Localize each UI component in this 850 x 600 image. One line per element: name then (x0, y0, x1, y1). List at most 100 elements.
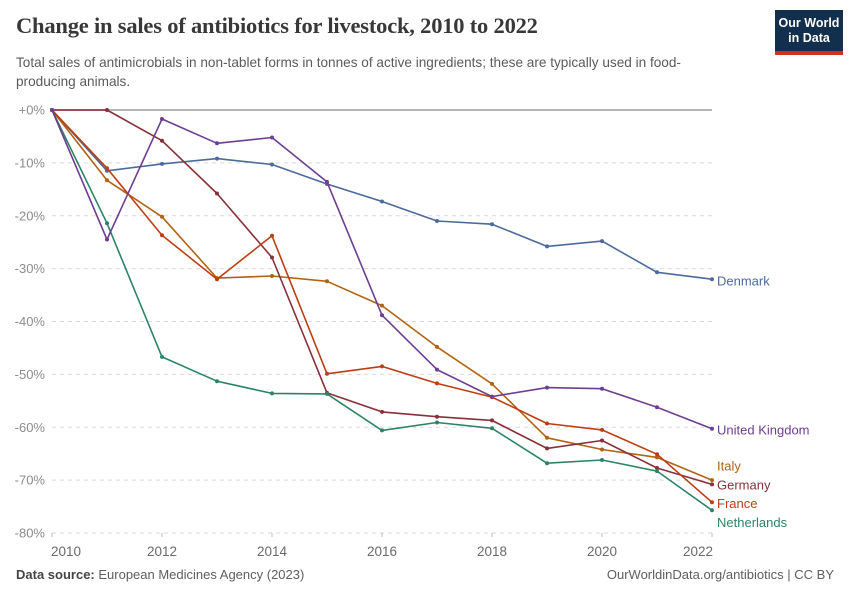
data-point (545, 446, 549, 451)
data-point (105, 178, 109, 183)
x-tick-label: 2010 (51, 544, 81, 559)
series-line-netherlands[interactable] (51, 109, 713, 511)
data-point (600, 386, 604, 391)
data-point (545, 461, 549, 466)
data-point (380, 409, 384, 414)
series-label-denmark[interactable]: Denmark (717, 273, 770, 288)
data-point (215, 191, 219, 196)
series-label-italy[interactable]: Italy (717, 458, 741, 473)
data-point (435, 381, 439, 386)
owid-logo-line1: Our World (778, 16, 840, 30)
series-line-united-kingdom[interactable] (51, 109, 713, 430)
data-point (160, 214, 164, 219)
data-point (600, 458, 604, 462)
y-tick-label: -60% (15, 420, 46, 435)
data-point (655, 452, 659, 457)
data-point (655, 466, 659, 470)
series-label-netherlands[interactable]: Netherlands (717, 515, 788, 530)
data-source-label: Data source: (16, 567, 95, 582)
data-point (270, 391, 274, 396)
data-point (380, 199, 384, 204)
data-point (490, 418, 494, 423)
data-point (435, 219, 439, 223)
x-tick-label: 2016 (367, 544, 397, 559)
series-label-france[interactable]: France (717, 496, 757, 511)
y-tick-label: -10% (15, 155, 46, 170)
series-netherlands[interactable]: Netherlands (50, 108, 788, 530)
data-point (600, 427, 604, 432)
data-point (435, 414, 439, 419)
x-tick-label: 2022 (683, 544, 713, 559)
data-point (325, 179, 329, 184)
y-tick-label: -70% (15, 473, 46, 488)
credit-link[interactable]: OurWorldinData.org/antibiotics | CC BY (606, 567, 834, 582)
data-point (105, 166, 109, 171)
data-point (160, 233, 164, 238)
data-point (710, 478, 714, 483)
data-point (270, 162, 274, 167)
data-point (215, 379, 219, 384)
data-point (50, 108, 54, 112)
data-point (545, 385, 549, 390)
y-tick-label: -30% (15, 261, 46, 276)
data-point (490, 426, 494, 431)
series-italy[interactable]: Italy (50, 108, 741, 483)
data-point (105, 221, 109, 226)
data-point (545, 435, 549, 440)
y-tick-label: -40% (15, 314, 46, 329)
page-title: Change in sales of antibiotics for lives… (16, 13, 538, 38)
data-point (600, 438, 604, 443)
y-tick-label: -50% (15, 367, 46, 382)
data-point (270, 233, 274, 238)
series-denmark[interactable]: Denmark (50, 108, 770, 288)
data-point (270, 135, 274, 140)
data-point (600, 239, 604, 244)
y-tick-label: +0% (19, 103, 46, 118)
data-point (490, 381, 494, 386)
data-point (490, 222, 494, 227)
data-point (655, 469, 659, 474)
owid-logo-line2: in Data (788, 30, 830, 45)
data-point (380, 364, 384, 369)
data-point (545, 421, 549, 426)
data-point (710, 482, 714, 487)
data-point (215, 141, 219, 146)
data-point (215, 156, 219, 161)
data-point (710, 277, 714, 282)
data-point (380, 428, 384, 433)
x-tick-label: 2012 (147, 544, 177, 559)
data-point (105, 108, 109, 112)
series-line-germany[interactable] (52, 109, 713, 486)
x-axis: 2010 2012 2014 2016 2018 2020 2022 (51, 533, 713, 559)
data-source-value: European Medicines Agency (2023) (94, 567, 305, 582)
data-point (600, 447, 604, 452)
y-tick-label: -20% (15, 208, 46, 223)
y-axis: +0% -10% -20% -30% -40% -50% -60% -70% -80% (15, 103, 712, 541)
series-label-germany[interactable]: Germany (717, 477, 771, 492)
data-point (160, 138, 164, 143)
data-point (490, 394, 494, 399)
data-point (270, 274, 274, 278)
series-france[interactable]: France (50, 108, 757, 511)
data-point (710, 508, 714, 513)
data-point (710, 426, 714, 431)
data-point (325, 371, 329, 376)
series-label-united-kingdom[interactable]: United Kingdom (717, 422, 810, 437)
data-point (215, 277, 219, 282)
data-point (380, 313, 384, 318)
data-point (105, 237, 109, 242)
series-united-kingdom[interactable]: United Kingdom (50, 108, 810, 437)
y-tick-label: -80% (15, 526, 46, 541)
owid-logo[interactable]: Our World in Data (775, 10, 843, 55)
series-germany[interactable]: Germany (50, 108, 771, 492)
data-point (160, 354, 164, 359)
data-point (655, 455, 659, 460)
data-point (655, 405, 659, 410)
chart-subtitle: Total sales of antimicrobials in non-tab… (16, 55, 681, 90)
data-point (325, 279, 329, 284)
data-point (270, 255, 274, 260)
data-point (325, 391, 329, 396)
data-point (435, 344, 439, 349)
